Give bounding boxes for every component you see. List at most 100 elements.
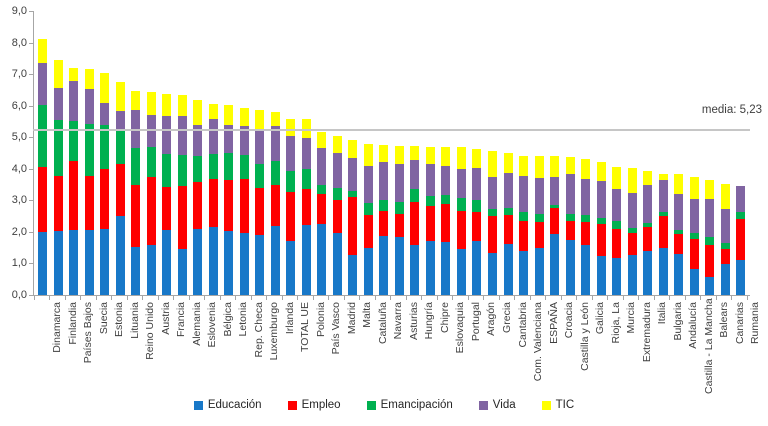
x-tick-mark <box>715 296 717 300</box>
bar-segment <box>255 235 265 295</box>
bar <box>193 100 203 295</box>
bar-segment <box>643 171 653 186</box>
bar-segment <box>456 210 466 249</box>
bar-segment <box>441 147 451 166</box>
bar-segment <box>131 90 141 111</box>
bar-segment <box>177 185 187 249</box>
bar-segment <box>84 88 94 124</box>
bar-segment <box>674 254 684 295</box>
bar-segment <box>131 185 141 248</box>
bar-segment <box>689 232 699 239</box>
bar-segment <box>100 102 110 126</box>
bar-segment <box>689 238 699 269</box>
x-tick-mark <box>173 296 175 300</box>
bar-segment <box>332 187 342 201</box>
bar-segment <box>208 226 218 295</box>
bar-segment <box>193 100 203 125</box>
bar <box>674 174 684 295</box>
bar-segment <box>612 221 622 230</box>
bar-segment <box>503 243 513 295</box>
y-tick-label: 8,0 <box>11 36 27 49</box>
x-tick-mark <box>700 296 702 300</box>
bar <box>627 167 637 295</box>
x-category-label: Reino Unido <box>144 302 157 360</box>
x-category-label: Eslovenia <box>206 302 219 348</box>
bar-segment <box>456 248 466 295</box>
bar-segment <box>658 180 668 212</box>
bar-segment <box>534 155 544 178</box>
bar-segment <box>627 167 637 194</box>
bar-segment <box>53 59 63 88</box>
x-tick-mark <box>638 296 640 300</box>
bar-segment <box>565 156 575 175</box>
x-tick-mark <box>529 296 531 300</box>
bar <box>208 104 218 295</box>
bar-segment <box>565 174 575 214</box>
x-category-label: Andalucía <box>687 302 700 349</box>
bar <box>581 159 591 295</box>
bar-segment <box>177 116 187 155</box>
bar-segment <box>627 193 637 229</box>
bar-segment <box>472 148 482 168</box>
bar-segment <box>332 152 342 188</box>
x-tick-mark <box>80 296 82 300</box>
bar-segment <box>363 165 373 203</box>
bar-segment <box>736 186 746 212</box>
x-tick-mark <box>607 296 609 300</box>
bar-segment <box>162 116 172 154</box>
x-tick-mark <box>731 296 733 300</box>
bar-segment <box>596 162 606 182</box>
bar-segment <box>720 264 730 295</box>
x-category-label: TOTAL UE <box>299 302 312 352</box>
bar <box>84 69 94 295</box>
bar <box>487 151 497 295</box>
y-tick-mark <box>29 42 33 44</box>
x-tick-mark <box>281 296 283 300</box>
bar-segment <box>84 123 94 176</box>
bar-segment <box>394 213 404 237</box>
bar <box>332 135 342 295</box>
bar-segment <box>534 222 544 248</box>
y-tick-label: 6,0 <box>11 99 27 112</box>
bar-segment <box>131 247 141 295</box>
bar-segment <box>472 167 482 201</box>
bar-segment <box>332 200 342 233</box>
chart-legend: Educación Empleo Emancipación Vida TIC <box>0 398 768 412</box>
bar-segment <box>224 230 234 295</box>
bar-segment <box>503 172 513 208</box>
x-tick-mark <box>746 296 748 300</box>
y-tick-label: 2,0 <box>11 225 27 238</box>
bar-segment <box>38 39 48 64</box>
bar <box>348 140 358 295</box>
bar-segment <box>410 146 420 161</box>
bar-segment <box>301 169 311 190</box>
bar <box>53 59 63 295</box>
bar-segment <box>643 251 653 295</box>
x-tick-mark <box>126 296 128 300</box>
x-category-label: Madrid <box>345 302 358 335</box>
bar-segment <box>519 212 528 222</box>
x-tick-mark <box>142 296 144 300</box>
bar-segment <box>131 147 141 186</box>
bar-segment <box>69 229 79 295</box>
bar-segment <box>705 198 715 238</box>
bar-segment <box>301 138 311 170</box>
bar <box>131 90 141 295</box>
bar-segment <box>519 175 528 213</box>
x-tick-mark <box>157 296 159 300</box>
bar-segment <box>317 132 327 148</box>
bar-segment <box>301 224 311 295</box>
x-category-label: Alemania <box>190 302 203 346</box>
y-tick-label: 9,0 <box>11 5 27 17</box>
bar-segment <box>394 236 404 295</box>
bar-segment <box>146 92 156 116</box>
bar-segment <box>317 184 327 195</box>
bar-segment <box>410 201 420 246</box>
bar-segment <box>162 153 172 187</box>
bar-segment <box>487 215 497 254</box>
bar-segment <box>69 120 79 162</box>
bar-segment <box>581 159 591 180</box>
y-tick-label: 1,0 <box>11 257 27 270</box>
bar-segment <box>286 241 296 295</box>
x-category-label: Suecia <box>97 302 110 335</box>
